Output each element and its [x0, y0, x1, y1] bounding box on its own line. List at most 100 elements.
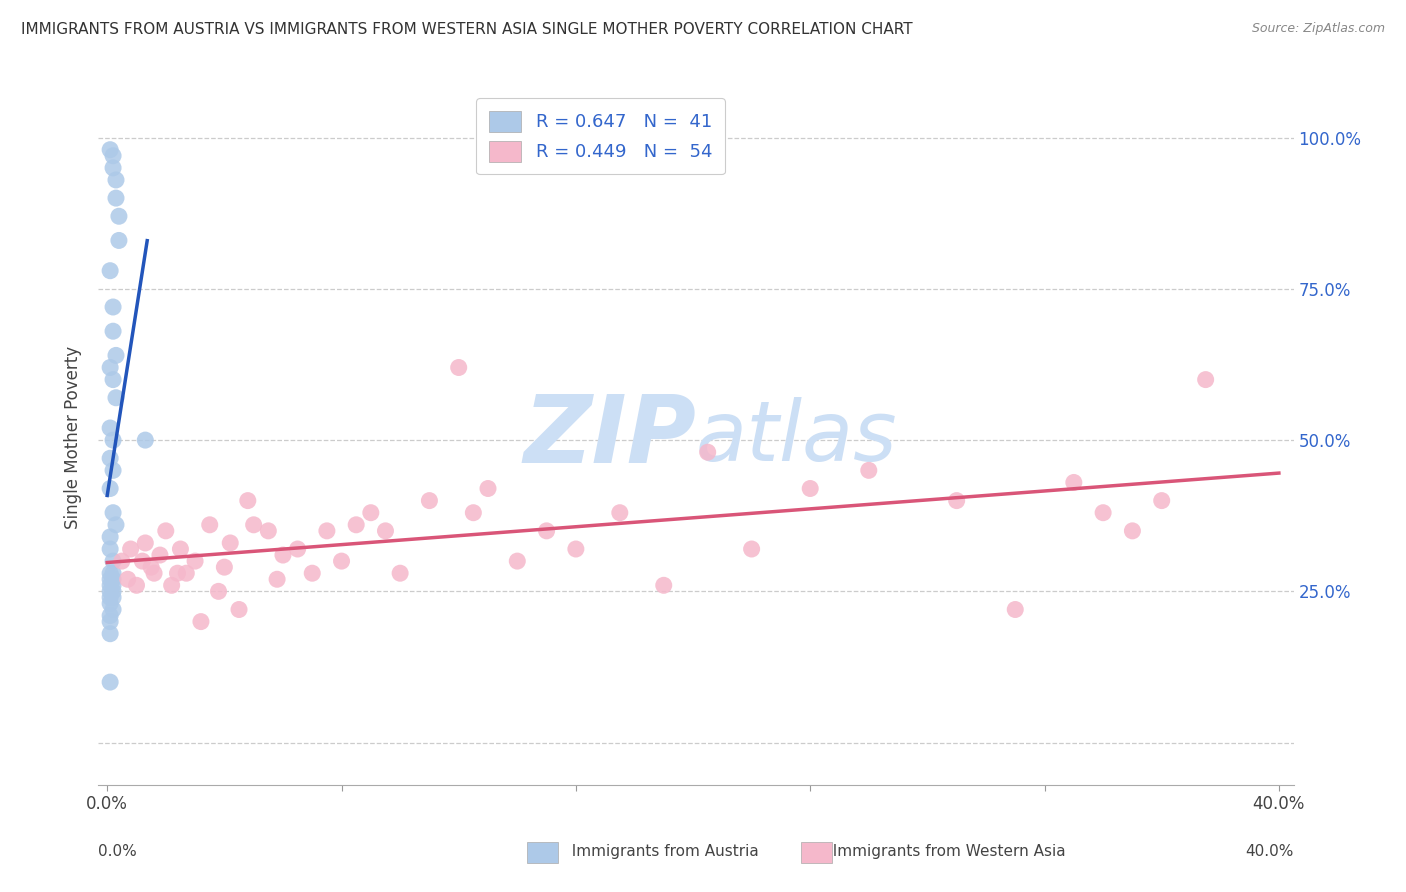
Point — [257, 524, 280, 538]
Point — [652, 578, 675, 592]
Point — [98, 584, 121, 599]
Point — [101, 602, 124, 616]
Point — [858, 463, 880, 477]
Point — [98, 541, 121, 556]
Point — [98, 451, 121, 466]
Point — [105, 173, 128, 187]
Text: Immigrants from Western Asia: Immigrants from Western Asia — [823, 845, 1066, 859]
Point — [141, 560, 163, 574]
Point — [101, 591, 124, 605]
Text: atlas: atlas — [696, 397, 897, 477]
Point — [101, 324, 124, 338]
Point — [98, 143, 121, 157]
Point — [134, 536, 156, 550]
Point — [174, 566, 197, 581]
Point — [101, 566, 124, 581]
Point — [98, 572, 121, 586]
Point — [1121, 524, 1143, 538]
Point — [374, 524, 396, 538]
Point — [98, 482, 121, 496]
Text: 0.0%: 0.0% — [98, 845, 138, 859]
Point — [98, 530, 121, 544]
Point — [149, 548, 172, 562]
Point — [108, 234, 131, 248]
Point — [98, 675, 121, 690]
Point — [447, 360, 470, 375]
Point — [219, 536, 242, 550]
Point — [506, 554, 529, 568]
Point — [98, 591, 121, 605]
Point — [101, 578, 124, 592]
Point — [101, 433, 124, 447]
Point — [266, 572, 288, 586]
Point — [184, 554, 207, 568]
Point — [207, 584, 229, 599]
Point — [198, 517, 221, 532]
Point — [609, 506, 631, 520]
Point — [301, 566, 323, 581]
Point — [101, 161, 124, 175]
Point — [160, 578, 183, 592]
Point — [1063, 475, 1085, 490]
Point — [696, 445, 718, 459]
Point — [134, 433, 156, 447]
Text: Immigrants from Austria: Immigrants from Austria — [562, 845, 759, 859]
Point — [418, 493, 440, 508]
Y-axis label: Single Mother Poverty: Single Mother Poverty — [65, 345, 83, 529]
Point — [105, 348, 128, 362]
Point — [101, 554, 124, 568]
Point — [1150, 493, 1173, 508]
Point — [330, 554, 353, 568]
Point — [108, 209, 131, 223]
Point — [360, 506, 382, 520]
Point — [166, 566, 188, 581]
Point — [236, 493, 259, 508]
Point — [1092, 506, 1115, 520]
Point — [945, 493, 967, 508]
Point — [565, 541, 588, 556]
Point — [463, 506, 485, 520]
Point — [1194, 373, 1216, 387]
Point — [389, 566, 412, 581]
Point — [155, 524, 177, 538]
Point — [101, 463, 124, 477]
Point — [117, 572, 139, 586]
Point — [1004, 602, 1026, 616]
Point — [125, 578, 148, 592]
Point — [98, 608, 121, 623]
Point — [98, 421, 121, 435]
Point — [287, 541, 309, 556]
Point — [536, 524, 558, 538]
Point — [105, 391, 128, 405]
Point — [169, 541, 191, 556]
Point — [315, 524, 337, 538]
Point — [101, 149, 124, 163]
Legend: R = 0.647   N =  41, R = 0.449   N =  54: R = 0.647 N = 41, R = 0.449 N = 54 — [477, 98, 724, 174]
Point — [98, 626, 121, 640]
Point — [242, 517, 264, 532]
Point — [101, 584, 124, 599]
Point — [477, 482, 499, 496]
Point — [741, 541, 763, 556]
Point — [228, 602, 250, 616]
Point — [799, 482, 821, 496]
Point — [101, 572, 124, 586]
Point — [98, 566, 121, 581]
Text: Source: ZipAtlas.com: Source: ZipAtlas.com — [1251, 22, 1385, 36]
Point — [101, 506, 124, 520]
Point — [98, 597, 121, 611]
Point — [111, 554, 134, 568]
Point — [98, 263, 121, 277]
Point — [101, 373, 124, 387]
Point — [120, 541, 142, 556]
Point — [98, 578, 121, 592]
Text: 40.0%: 40.0% — [1246, 845, 1294, 859]
Point — [190, 615, 212, 629]
Point — [271, 548, 294, 562]
Point — [131, 554, 153, 568]
Point — [101, 300, 124, 314]
Point — [143, 566, 166, 581]
Point — [98, 360, 121, 375]
Text: IMMIGRANTS FROM AUSTRIA VS IMMIGRANTS FROM WESTERN ASIA SINGLE MOTHER POVERTY CO: IMMIGRANTS FROM AUSTRIA VS IMMIGRANTS FR… — [21, 22, 912, 37]
Point — [105, 191, 128, 205]
